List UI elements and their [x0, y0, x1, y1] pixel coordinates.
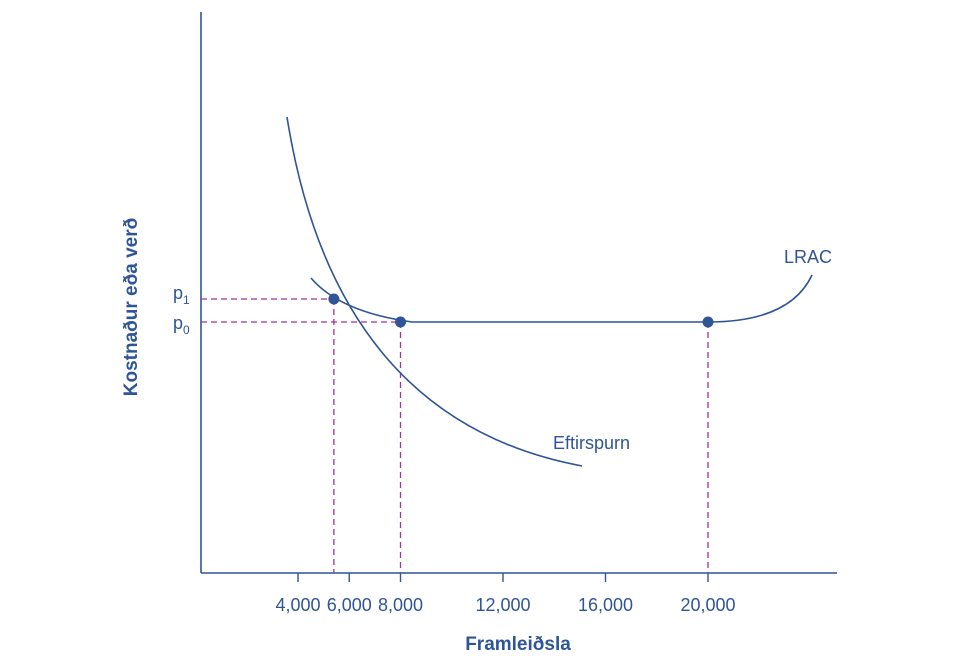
- data-point: [395, 316, 406, 328]
- series-label-lrac: LRAC: [784, 247, 832, 267]
- x-tick-label: 12,000: [475, 595, 530, 615]
- lrac-curve: [310, 274, 813, 323]
- data-point: [328, 293, 340, 305]
- x-tick-label: 8,000: [378, 595, 423, 615]
- demand-curve: [286, 116, 583, 467]
- price-p0-base: p: [173, 313, 183, 333]
- y-axis-title: Kostnaður eða verð: [121, 218, 142, 396]
- x-tick-label: 20,000: [680, 595, 735, 615]
- x-axis-title: Framleiðsla: [465, 634, 571, 655]
- x-tick-label: 6,000: [327, 595, 372, 615]
- guide-lines: [201, 298, 709, 573]
- x-ticks: 4,000 6,000 8,000 12,000 16,000 20,000: [275, 573, 736, 615]
- series-label-demand: Eftirspurn: [553, 433, 630, 453]
- x-tick-label: 4,000: [275, 595, 320, 615]
- price-p1-sub: 1: [183, 293, 190, 307]
- equilibrium-points: [328, 293, 714, 328]
- price-label-p1: p1: [173, 283, 190, 307]
- price-p1-base: p: [173, 283, 183, 303]
- price-p0-sub: 0: [183, 323, 190, 337]
- price-label-p0: p0: [173, 313, 190, 337]
- data-point: [702, 316, 714, 328]
- x-tick-label: 16,000: [578, 595, 633, 615]
